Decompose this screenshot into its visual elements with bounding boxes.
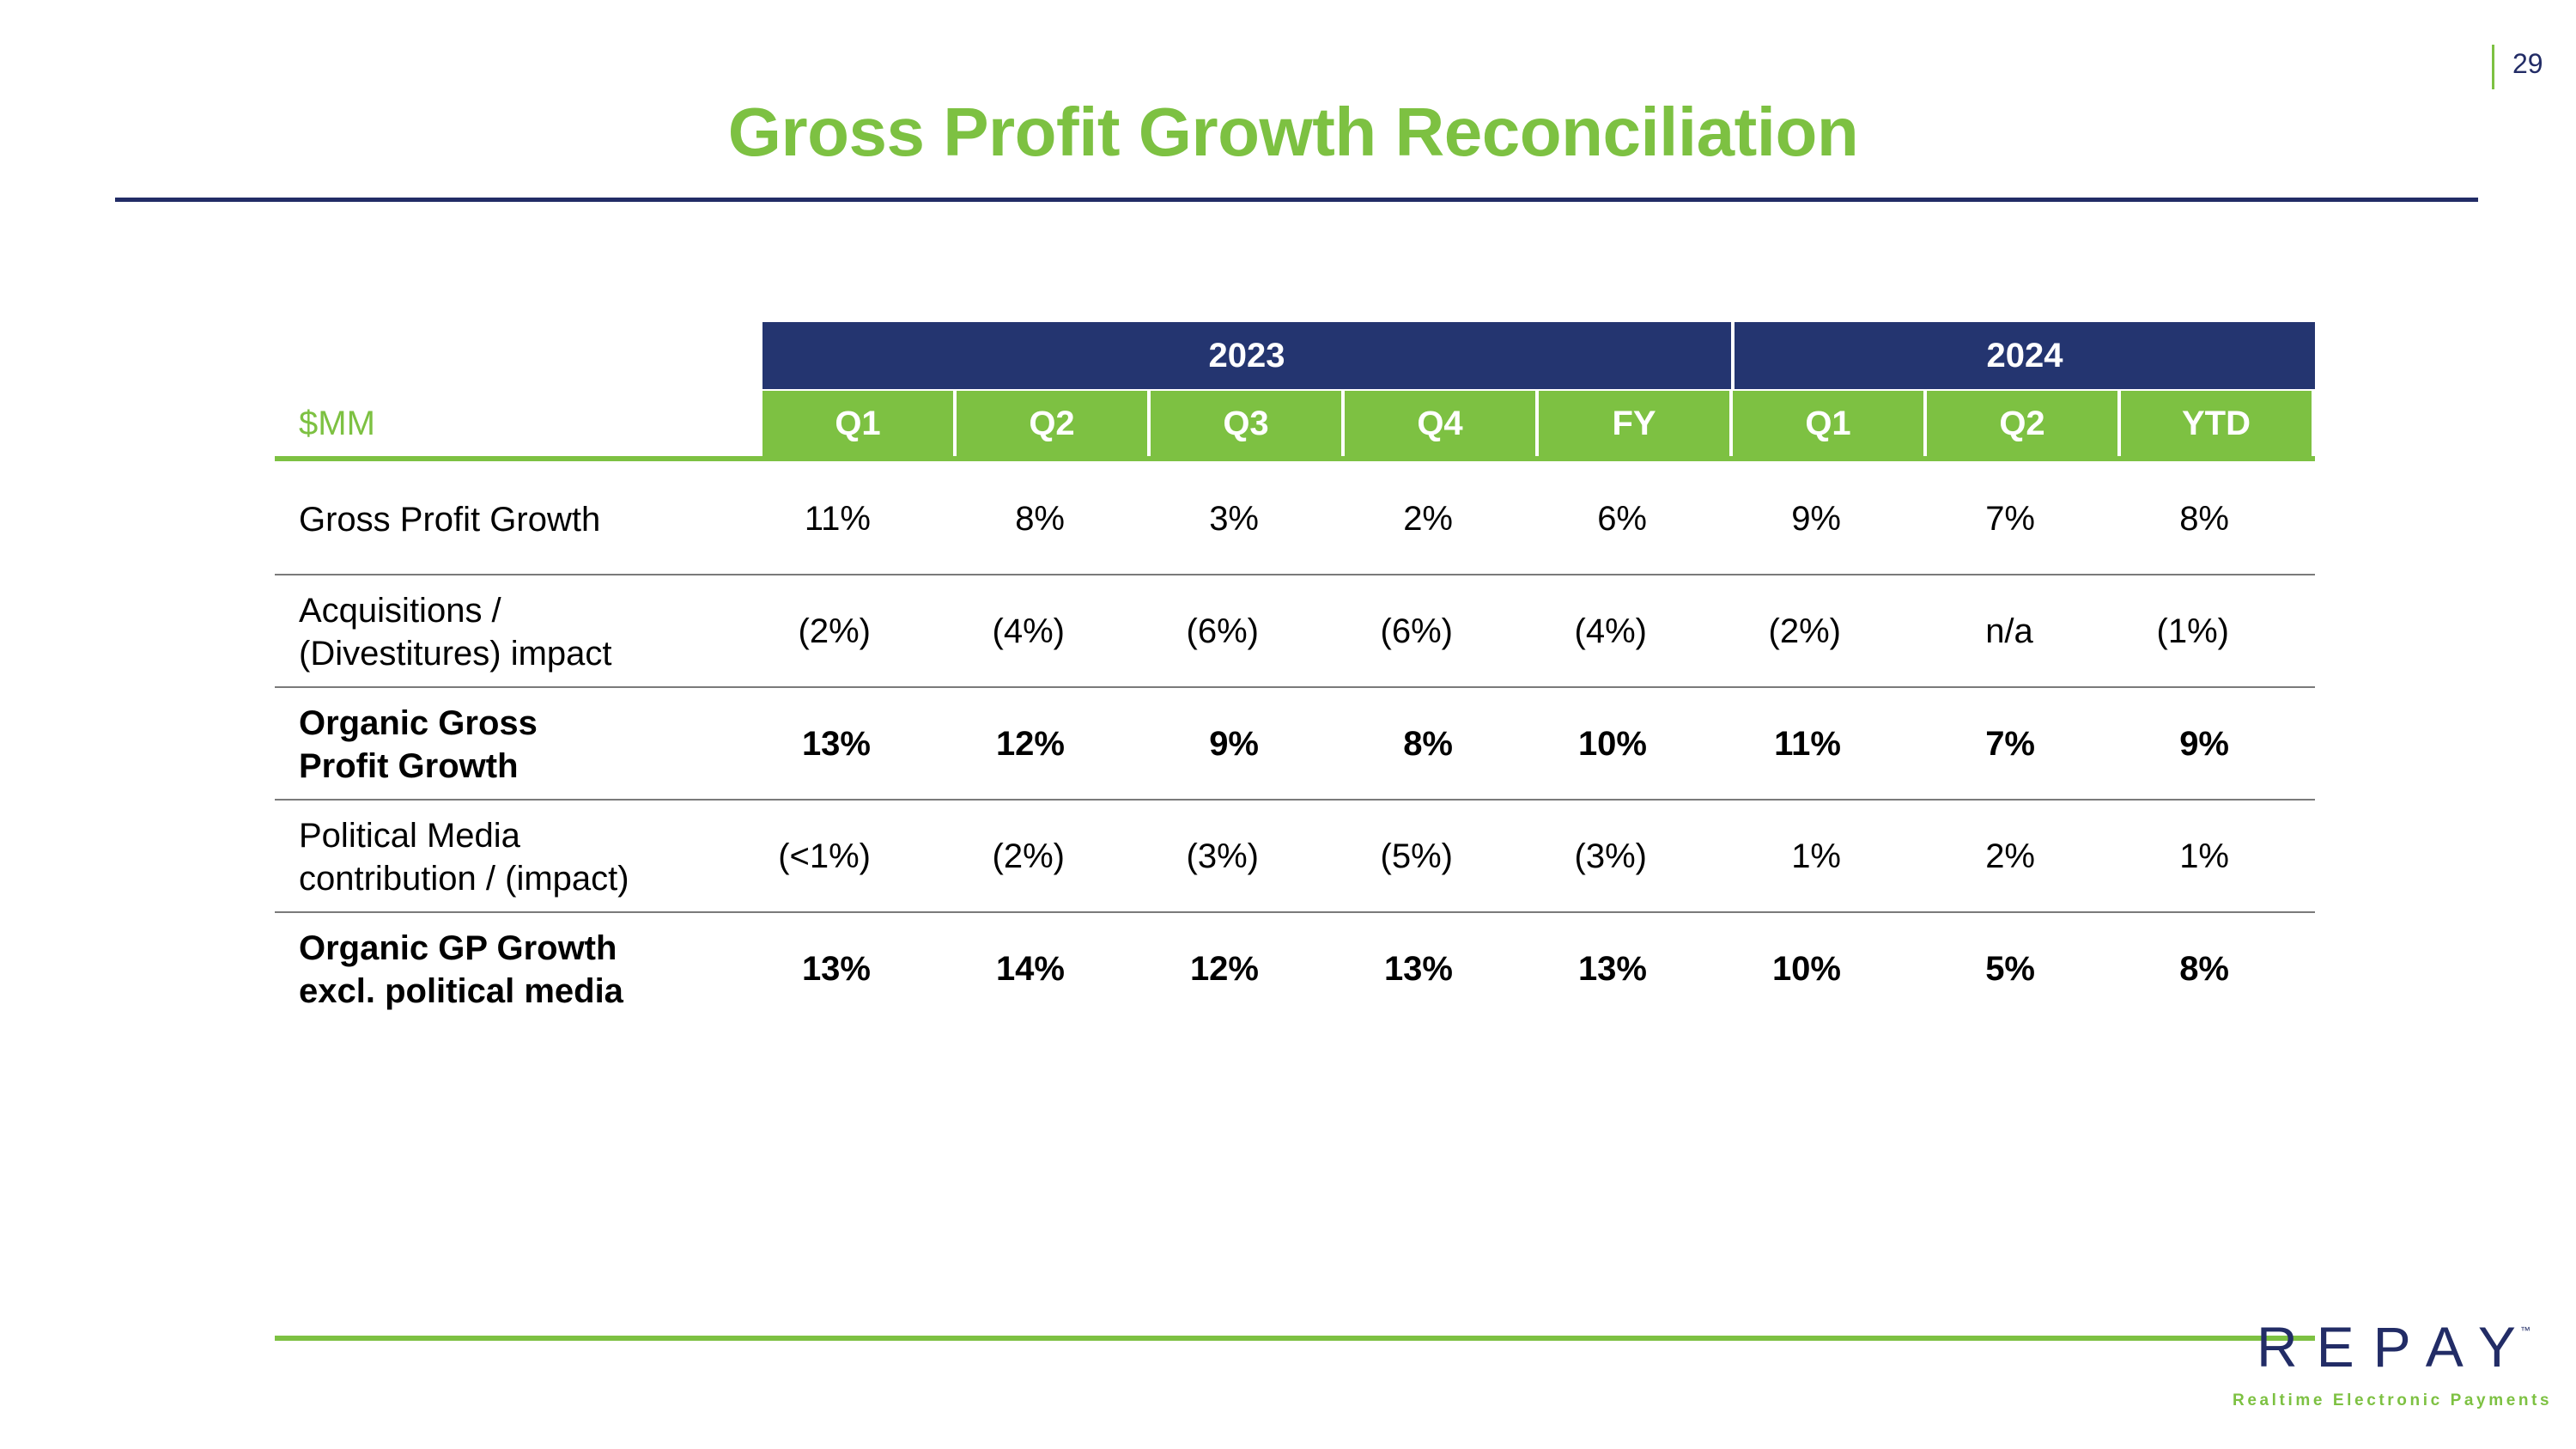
table-cell: (4%) <box>992 612 1065 650</box>
table-cell: (4%) <box>1574 612 1647 650</box>
table-cell: 14% <box>995 950 1065 988</box>
table-cell: 12% <box>1189 950 1259 988</box>
page-number-divider <box>2492 45 2494 89</box>
page-number: 29 <box>2512 48 2543 79</box>
row-label: Organic GP Growth excl. political media <box>299 928 623 1010</box>
logo-wordmark: REPAY <box>2257 1315 2535 1379</box>
logo-trademark: ™ <box>2520 1324 2530 1336</box>
period-header-0: Q1 <box>762 391 953 456</box>
table-cell: (6%) <box>1186 612 1259 650</box>
table-cell: 1% <box>1791 837 1841 875</box>
table-cell: 13% <box>801 725 871 763</box>
table-cell: 7% <box>1985 725 2035 763</box>
table-row: Acquisitions / (Divestitures) impact (2%)… <box>275 575 2315 688</box>
period-header-3: Q4 <box>1345 391 1535 456</box>
table-cell: (2%) <box>798 612 871 650</box>
period-header-7: YTD <box>2121 391 2312 456</box>
table-cell: 2% <box>1403 500 1453 538</box>
table-row: Gross Profit Growth 11% 8% 3% 2% 6% 9% 7% 8% <box>275 463 2315 575</box>
year-header-2024: 2024 <box>1735 322 2315 389</box>
row-divider <box>275 911 2315 913</box>
period-header-row: $MM Q1 Q2 Q3 Q4 FY Q1 Q2 YTD <box>275 391 2315 456</box>
table-row: Organic GP Growth excl. political media 1… <box>275 913 2315 1026</box>
table-cell: 9% <box>1791 500 1841 538</box>
table-cell: 8% <box>2179 950 2229 988</box>
table-cell: n/a <box>1985 612 2033 650</box>
table-cell: 10% <box>1577 725 1647 763</box>
table-row: Political Media contribution / (impact) (… <box>275 801 2315 913</box>
table-cell: 8% <box>1403 725 1453 763</box>
row-divider <box>275 574 2315 575</box>
row-label: Gross Profit Growth <box>299 500 601 539</box>
table-cell: 13% <box>801 950 871 988</box>
table-cell: 10% <box>1771 950 1841 988</box>
unit-label: $MM <box>299 404 375 442</box>
table-bottom-rule <box>275 1336 2315 1341</box>
logo-tagline: Realtime Electronic Payments <box>2233 1391 2553 1409</box>
table-cell: 13% <box>1383 950 1453 988</box>
row-divider <box>275 686 2315 688</box>
header-underline <box>275 456 2315 461</box>
table-cell: (2%) <box>1768 612 1841 650</box>
row-label: Acquisitions / (Divestitures) impact <box>299 591 612 673</box>
table-cell: (6%) <box>1380 612 1453 650</box>
year-header-row: 2023 2024 <box>762 322 2315 389</box>
table-cell: 1% <box>2179 837 2229 875</box>
table-cell: 5% <box>1985 950 2035 988</box>
period-header-6: Q2 <box>1927 391 2117 456</box>
table-row: Organic Gross Profit Growth 13% 12% 9% 8% 10%… <box>275 688 2315 801</box>
page-title: Gross Profit Growth Reconciliation <box>727 94 1859 170</box>
table-cell: 13% <box>1577 950 1647 988</box>
table-cell: 7% <box>1985 500 2035 538</box>
table-cell: (2%) <box>992 837 1065 875</box>
period-header-4: FY <box>1539 391 1729 456</box>
repay-logo: REPAY ™ Realtime Electronic Payments <box>2233 1314 2550 1417</box>
row-divider <box>275 799 2315 801</box>
table-cell: (3%) <box>1574 837 1647 875</box>
table-cell: 3% <box>1209 500 1259 538</box>
table-cell: 8% <box>1015 500 1065 538</box>
year-header-2023: 2023 <box>762 322 1731 389</box>
row-label: Organic Gross Profit Growth <box>299 703 538 785</box>
period-header-1: Q2 <box>957 391 1147 456</box>
table-cell: (3%) <box>1186 837 1259 875</box>
table-cell: (5%) <box>1380 837 1453 875</box>
table-cell: 11% <box>1774 725 1841 763</box>
table-cell: 9% <box>2179 725 2229 763</box>
table-cell: 12% <box>995 725 1065 763</box>
period-header-5: Q1 <box>1733 391 1923 456</box>
table-cell: 9% <box>1209 725 1259 763</box>
table-cell: 2% <box>1985 837 2035 875</box>
table-cell: 8% <box>2179 500 2229 538</box>
title-divider <box>115 198 2478 202</box>
row-label: Political Media contribution / (impact) <box>299 816 629 898</box>
period-header-2: Q3 <box>1151 391 1341 456</box>
table-cell: (1%) <box>2156 612 2229 650</box>
table-cell: 11% <box>804 500 871 538</box>
table-cell: (<1%) <box>778 837 871 875</box>
table-cell: 6% <box>1597 500 1647 538</box>
